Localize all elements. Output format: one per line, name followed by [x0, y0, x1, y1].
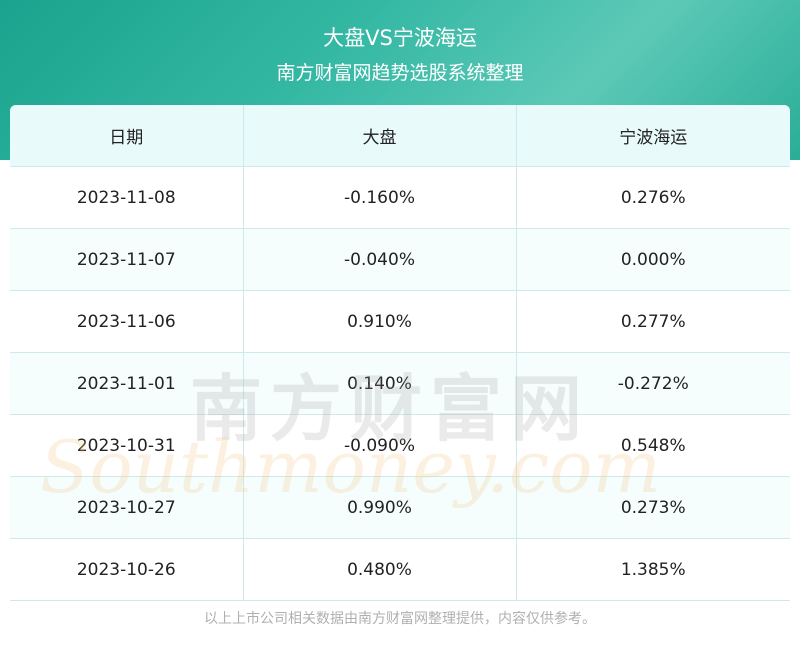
column-header: 日期	[10, 105, 244, 167]
table: 日期 大盘 宁波海运 2023-11-08 -0.160% 0.276% 2023-11-…	[10, 105, 790, 601]
column-header: 宁波海运	[516, 105, 790, 167]
table-cell: 0.910%	[243, 290, 517, 353]
table-row: 2023-10-27 0.990% 0.273%	[10, 476, 790, 539]
table-card: 日期 大盘 宁波海运 2023-11-08 -0.160% 0.276% 2023-11-…	[10, 105, 790, 601]
table-cell: 0.277%	[516, 290, 790, 353]
table-cell: 0.276%	[516, 166, 790, 229]
header-row: 日期 大盘 宁波海运	[10, 105, 790, 167]
title: 大盘VS宁波海运	[323, 26, 477, 50]
table-cell: -0.160%	[243, 166, 517, 229]
table-cell: 2023-11-01	[10, 352, 244, 415]
table-cell: 0.548%	[516, 414, 790, 477]
footer: 以上上市公司相关数据由南方财富网整理提供，内容仅供参考。	[204, 611, 596, 627]
table-cell: 2023-11-07	[10, 228, 244, 291]
table-cell: 2023-10-26	[10, 538, 244, 601]
table-cell: 0.273%	[516, 476, 790, 539]
table-cell: 2023-10-31	[10, 414, 244, 477]
table-row: 2023-11-07 -0.040% 0.000%	[10, 228, 790, 291]
table-cell: 0.000%	[516, 228, 790, 291]
subtitle: 南方财富网趋势选股系统整理	[276, 62, 524, 84]
table-cell: 2023-10-27	[10, 476, 244, 539]
table-cell: 0.480%	[243, 538, 517, 601]
table-row: 2023-10-26 0.480% 1.385%	[10, 538, 790, 601]
table-row: 2023-10-31 -0.090% 0.548%	[10, 414, 790, 477]
table-cell: 2023-11-06	[10, 290, 244, 353]
table-cell: -0.272%	[516, 352, 790, 415]
table-cell: 0.990%	[243, 476, 517, 539]
table-cell: 0.140%	[243, 352, 517, 415]
table-cell: 1.385%	[516, 538, 790, 601]
table-cell: -0.090%	[243, 414, 517, 477]
table-row: 2023-11-01 0.140% -0.272%	[10, 352, 790, 415]
table-row: 2023-11-06 0.910% 0.277%	[10, 290, 790, 353]
table-cell: 2023-11-08	[10, 166, 244, 229]
column-header: 大盘	[243, 105, 517, 167]
table-cell: -0.040%	[243, 228, 517, 291]
table-row: 2023-11-08 -0.160% 0.276%	[10, 166, 790, 229]
